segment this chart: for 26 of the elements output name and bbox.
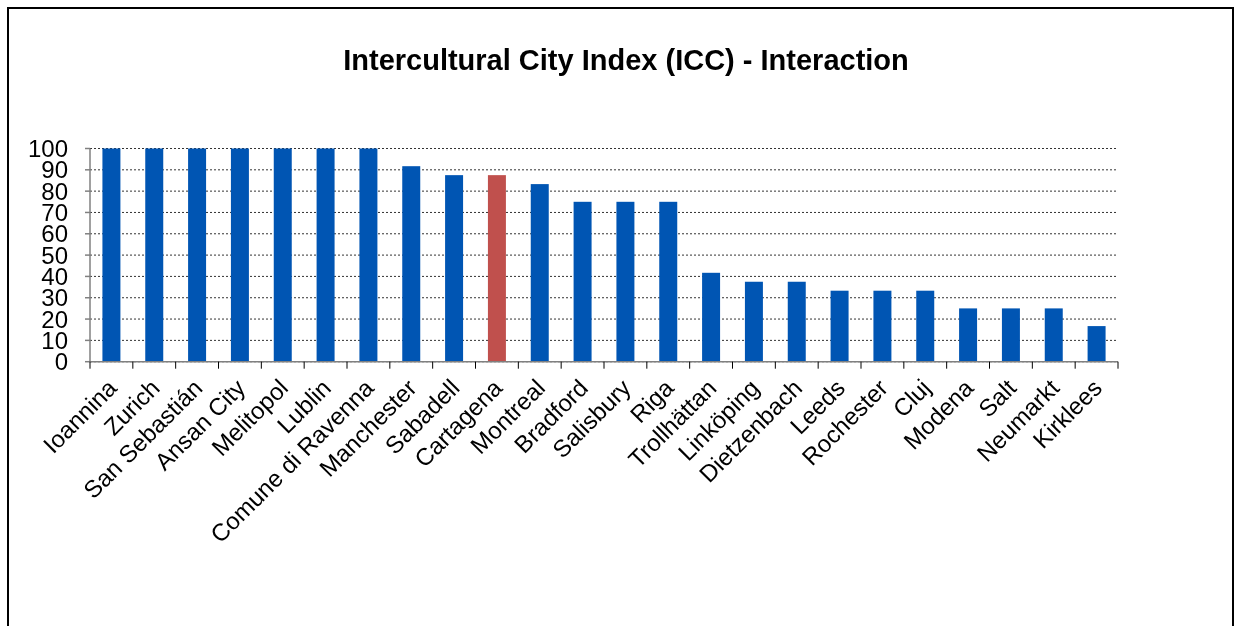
bar <box>616 201 635 362</box>
bar <box>102 148 121 362</box>
y-tick-label: 0 <box>54 348 68 376</box>
bar <box>487 175 506 362</box>
bar <box>230 148 249 362</box>
bar <box>316 148 335 362</box>
bar <box>445 175 464 362</box>
bar <box>873 290 892 362</box>
bar <box>830 290 849 362</box>
bar <box>359 148 378 362</box>
bar <box>402 166 421 362</box>
bar <box>273 148 292 362</box>
bar <box>787 281 806 362</box>
bar <box>188 148 207 362</box>
bar <box>659 201 678 362</box>
bar <box>530 184 549 362</box>
chart-title: Intercultural City Index (ICC) - Interaction <box>343 44 909 76</box>
bar <box>959 308 978 362</box>
bar <box>744 281 763 362</box>
bar <box>1044 308 1063 362</box>
bar <box>1001 308 1020 362</box>
bar <box>916 290 935 362</box>
bar <box>702 272 721 362</box>
bar <box>1087 326 1106 362</box>
bar <box>145 148 164 362</box>
bar <box>573 201 592 362</box>
